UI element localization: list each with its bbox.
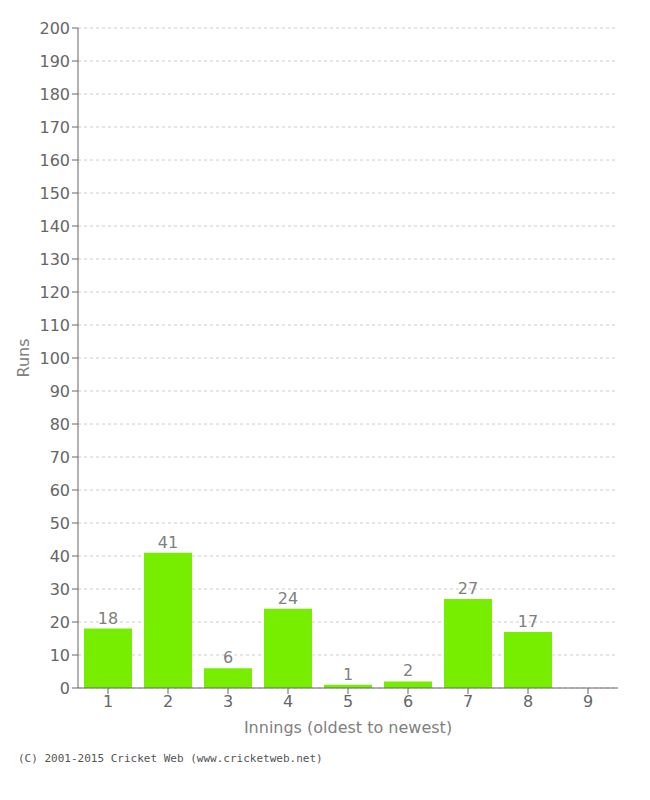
svg-text:170: 170 [39, 118, 70, 137]
svg-text:Innings (oldest to newest): Innings (oldest to newest) [244, 718, 452, 737]
svg-text:5: 5 [343, 692, 353, 711]
svg-text:90: 90 [50, 382, 70, 401]
svg-text:110: 110 [39, 316, 70, 335]
svg-text:130: 130 [39, 250, 70, 269]
svg-text:2: 2 [163, 692, 173, 711]
svg-text:7: 7 [463, 692, 473, 711]
svg-text:41: 41 [158, 533, 178, 552]
svg-text:Runs: Runs [14, 338, 33, 377]
svg-text:9: 9 [583, 692, 593, 711]
svg-text:80: 80 [50, 415, 70, 434]
svg-text:60: 60 [50, 481, 70, 500]
svg-text:190: 190 [39, 52, 70, 71]
svg-text:6: 6 [223, 648, 233, 667]
html-text:(C) 2001-2015 Cricket Web (www: (C) 2001-2015 Cricket Web (www.cricketwe… [18, 752, 323, 765]
svg-text:6: 6 [403, 692, 413, 711]
svg-text:70: 70 [50, 448, 70, 467]
svg-text:150: 150 [39, 184, 70, 203]
svg-text:4: 4 [283, 692, 293, 711]
svg-text:20: 20 [50, 613, 70, 632]
svg-text:160: 160 [39, 151, 70, 170]
svg-text:3: 3 [223, 692, 233, 711]
svg-text:10: 10 [50, 646, 70, 665]
svg-text:40: 40 [50, 547, 70, 566]
svg-text:50: 50 [50, 514, 70, 533]
svg-text:17: 17 [518, 612, 538, 631]
svg-text:2: 2 [403, 661, 413, 680]
svg-text:8: 8 [523, 692, 533, 711]
svg-text:200: 200 [39, 19, 70, 38]
svg-text:180: 180 [39, 85, 70, 104]
svg-text:140: 140 [39, 217, 70, 236]
svg-text:24: 24 [278, 589, 298, 608]
svg-text:18: 18 [98, 609, 118, 628]
svg-text:100: 100 [39, 349, 70, 368]
svg-text:1: 1 [103, 692, 113, 711]
svg-text:30: 30 [50, 580, 70, 599]
svg-text:1: 1 [343, 665, 353, 684]
svg-text:27: 27 [458, 579, 478, 598]
svg-text:120: 120 [39, 283, 70, 302]
svg-text:0: 0 [60, 679, 70, 698]
